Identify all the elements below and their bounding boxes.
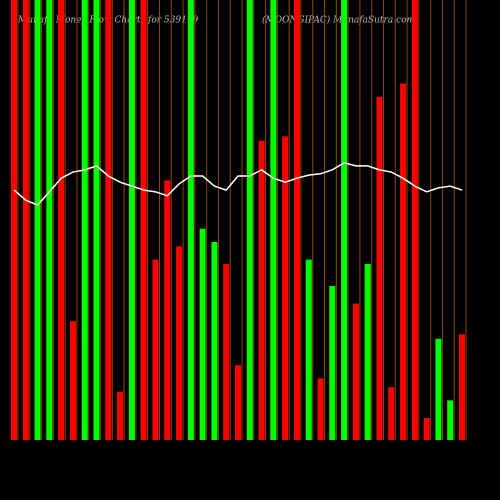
bar: [187, 0, 194, 440]
bar: [376, 96, 383, 441]
bar: [400, 83, 407, 440]
bar: [329, 286, 336, 440]
bar: [270, 0, 277, 440]
bar: [58, 0, 65, 440]
bar: [447, 400, 454, 440]
bar: [235, 365, 241, 440]
bar: [46, 0, 53, 440]
bar: [22, 0, 29, 440]
bar: [305, 259, 312, 440]
bar: [117, 391, 124, 440]
bar: [164, 180, 171, 440]
bar: [69, 321, 76, 440]
bar: [152, 259, 159, 440]
bar: [211, 242, 218, 440]
bar: [176, 246, 183, 440]
bar: [128, 0, 135, 440]
bar: [105, 0, 112, 440]
bar: [11, 0, 17, 440]
bar: [341, 0, 348, 440]
bar: [459, 334, 465, 440]
bar: [93, 0, 100, 440]
bar: [140, 0, 147, 440]
bar: [293, 0, 300, 440]
bar: [246, 0, 253, 440]
bar: [423, 418, 430, 440]
bar: [34, 0, 41, 440]
bar: [364, 264, 371, 440]
bar: [317, 378, 324, 440]
bar: [282, 136, 289, 440]
bar: [258, 140, 265, 441]
bar: [352, 303, 359, 440]
bar: [223, 264, 230, 440]
bar: [411, 0, 418, 440]
bar: [435, 338, 442, 440]
flow-line: [13, 161, 463, 206]
bar: [388, 387, 395, 440]
bar: [199, 228, 206, 440]
chart-subtitle: (MOONGIPAC) MunafaSutra.com: [262, 15, 415, 26]
bar: [81, 0, 88, 440]
